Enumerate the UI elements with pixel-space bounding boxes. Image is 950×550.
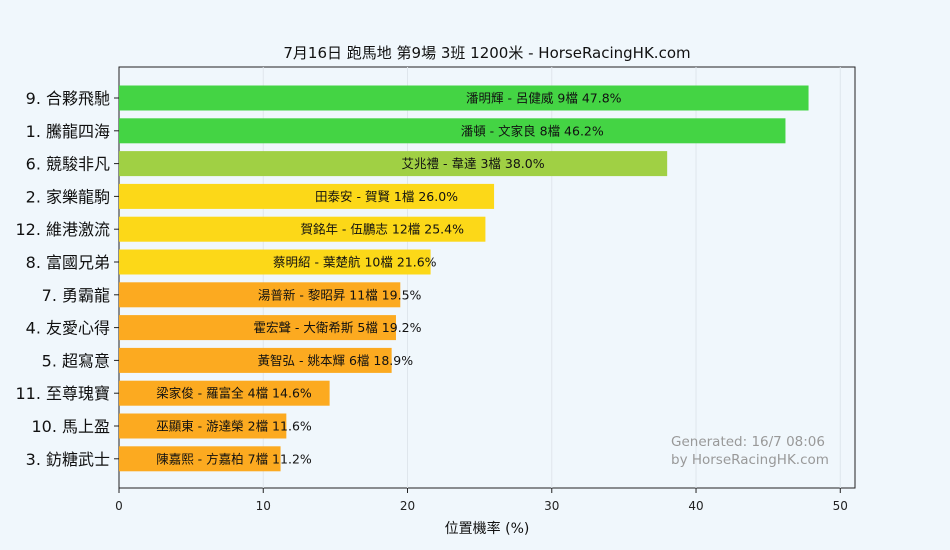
bar-label: 潘頓 - 文家良 8檔 46.2%: [461, 123, 604, 138]
bar-label: 賀銘年 - 伍鵬志 12檔 25.4%: [300, 222, 464, 237]
x-axis-label: 位置機率 (%): [445, 520, 530, 537]
bar: [119, 85, 809, 111]
x-axis-ticks: 0 10 20 30 40 50: [115, 488, 848, 513]
bar-label: 湯普新 - 黎昭昇 11檔 19.5%: [258, 287, 422, 302]
x-tick-label: 20: [400, 499, 415, 513]
generated-annotation: Generated: 16/7 08:06: [671, 434, 825, 450]
category-label: 9. 合夥飛馳: [26, 89, 110, 108]
bar: [119, 380, 330, 406]
bar-label: 田泰安 - 賀賢 1檔 26.0%: [315, 189, 458, 204]
bar: [119, 183, 495, 209]
category-label: 5. 超寫意: [42, 351, 110, 370]
category-label: 11. 至尊瑰寶: [15, 384, 110, 403]
x-tick-label: 40: [688, 499, 703, 513]
bar-label: 艾兆禮 - 韋達 3檔 38.0%: [402, 156, 545, 171]
bar: [119, 118, 786, 144]
bar-label: 巫顯東 - 游達榮 2檔 11.6%: [156, 419, 312, 434]
bar: [119, 347, 392, 373]
category-label: 12. 維港激流: [15, 220, 110, 239]
plot-frame: [118, 66, 856, 489]
x-tick-label: 0: [115, 499, 123, 513]
bar: [119, 315, 396, 341]
bar-label: 陳嘉熙 - 方嘉柏 7檔 11.2%: [156, 451, 312, 466]
bar-label: 梁家俊 - 羅富全 4檔 14.6%: [156, 386, 312, 401]
x-tick-label: 30: [544, 499, 559, 513]
source-annotation: by HorseRacingHK.com: [671, 452, 829, 468]
category-label: 6. 競駿非凡: [26, 155, 110, 174]
bar: [119, 151, 668, 177]
category-label: 1. 騰龍四海: [26, 122, 110, 141]
bar-label: 黃智弘 - 姚本輝 6檔 18.9%: [258, 353, 414, 368]
bar: [119, 216, 486, 242]
chart-title: 7月16日 跑馬地 第9場 3班 1200米 - HorseRacingHK.c…: [283, 44, 690, 62]
x-tick-label: 50: [833, 499, 848, 513]
category-label: 7. 勇霸龍: [42, 286, 110, 305]
bar-label: 霍宏聲 - 大衛希斯 5檔 19.2%: [253, 320, 421, 335]
category-label: 4. 友愛心得: [26, 319, 110, 338]
bar: [119, 446, 281, 472]
x-tick-label: 10: [256, 499, 271, 513]
category-label: 10. 馬上盈: [31, 417, 110, 436]
category-label: 2. 家樂龍駒: [26, 187, 110, 206]
category-label: 8. 富國兄弟: [26, 253, 110, 272]
category-label: 3. 鈁糖武士: [26, 450, 110, 469]
bar-label: 蔡明紹 - 葉楚航 10檔 21.6%: [273, 255, 437, 270]
bar: [119, 249, 431, 275]
bar-label: 潘明輝 - 呂健威 9檔 47.8%: [466, 91, 622, 106]
bar: [119, 282, 401, 308]
bar: [119, 413, 287, 439]
